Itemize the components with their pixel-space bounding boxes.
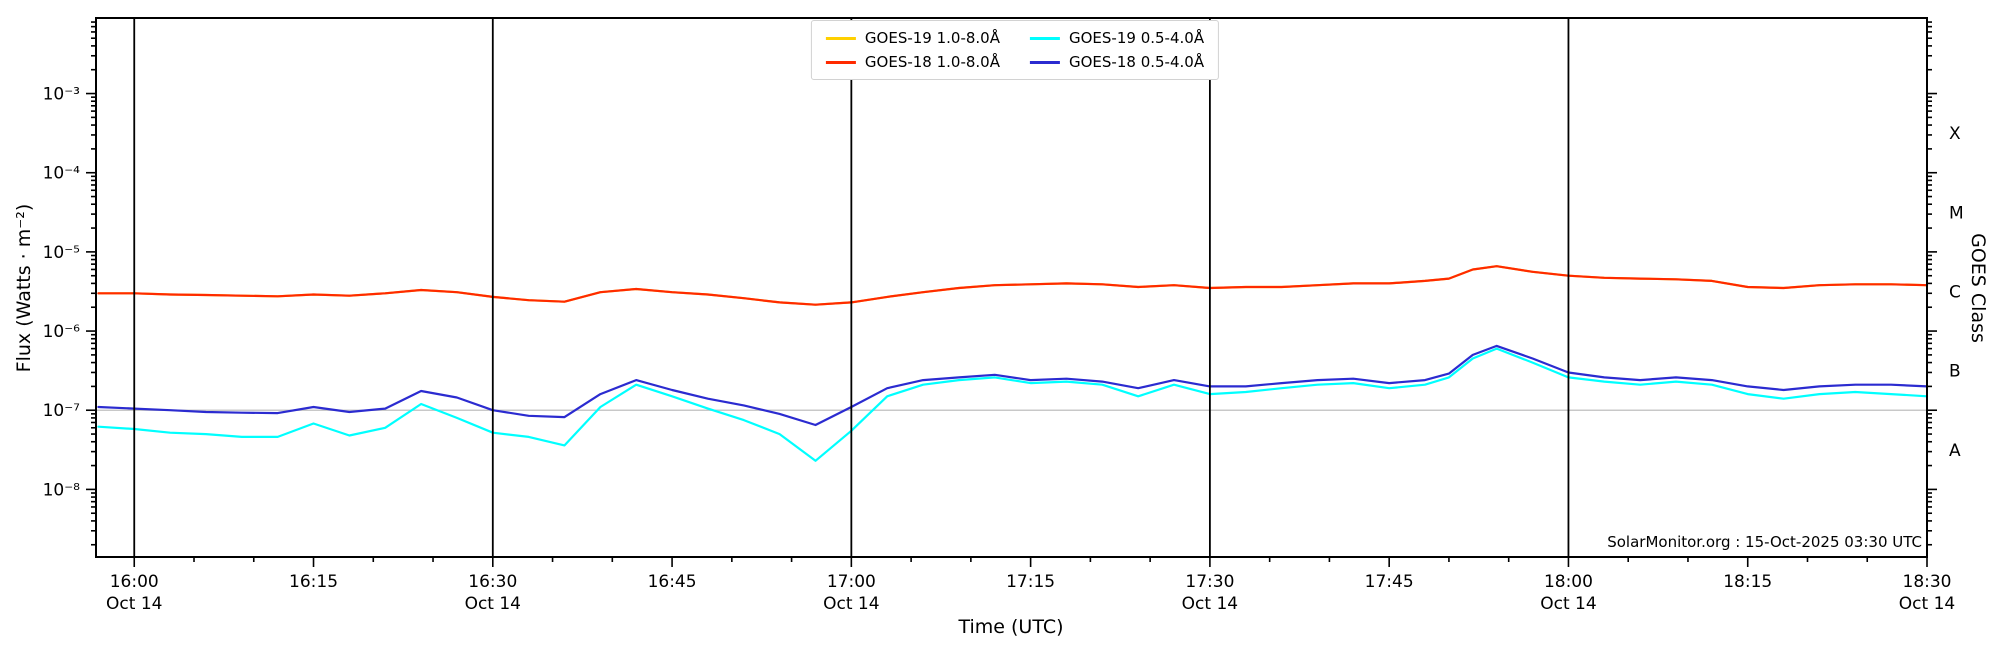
legend-label: GOES-19 0.5-4.0Å — [1069, 29, 1205, 47]
axes-frame — [95, 17, 1928, 558]
x-date-label: Oct 14 — [465, 594, 521, 614]
legend-label: GOES-18 0.5-4.0Å — [1069, 53, 1205, 71]
legend-line-swatch — [1030, 60, 1060, 64]
goes-class-letter-C: C — [1949, 282, 1961, 302]
goes-class-letter-X: X — [1949, 124, 1961, 144]
series-line-2 — [97, 347, 1929, 462]
x-tick-label: 17:30 — [1185, 572, 1234, 592]
x-date-label: Oct 14 — [106, 594, 162, 614]
legend: GOES-19 1.0-8.0Å GOES-18 1.0-8.0Å GOES-1… — [810, 20, 1220, 80]
x-date-label: Oct 14 — [823, 594, 879, 614]
solarmonitor-credit: SolarMonitor.org : 15-Oct-2025 03:30 UTC — [1607, 533, 1922, 551]
y-tick-label: 10⁻³ — [43, 85, 80, 105]
x-date-label: Oct 14 — [1182, 594, 1238, 614]
legend-label: GOES-18 1.0-8.0Å — [864, 53, 1000, 71]
right-axis-label: GOES Class — [1967, 233, 1989, 343]
legend-line-swatch — [1030, 36, 1060, 40]
goes-class-letter-A: A — [1949, 441, 1961, 461]
legend-line-swatch — [825, 60, 856, 64]
goes-class-letter-M: M — [1949, 203, 1964, 223]
x-tick-label: 18:00 — [1544, 572, 1593, 592]
goes-class-letter-B: B — [1949, 362, 1961, 382]
x-tick-label: 16:15 — [289, 572, 338, 592]
series-line-1 — [97, 265, 1929, 306]
x-date-label: Oct 14 — [1540, 594, 1596, 614]
x-tick-label: 17:15 — [1006, 572, 1055, 592]
x-tick-label: 16:30 — [468, 572, 517, 592]
series-line-3 — [97, 344, 1929, 427]
x-tick-label: 18:15 — [1723, 572, 1772, 592]
y-axis-label: Flux (Watts · m⁻²) — [13, 203, 35, 373]
legend-entry-goes18-long: GOES-18 1.0-8.0Å — [825, 53, 1000, 71]
x-date-label: Oct 14 — [1899, 594, 1955, 614]
legend-line-swatch — [825, 36, 856, 40]
y-tick-label: 10⁻⁵ — [43, 243, 80, 263]
x-tick-label: 17:00 — [827, 572, 876, 592]
legend-label: GOES-19 1.0-8.0Å — [864, 29, 1000, 47]
y-tick-label: 10⁻⁶ — [43, 322, 81, 342]
legend-entry-goes19-short: GOES-19 0.5-4.0Å — [1030, 29, 1204, 47]
x-tick-label: 16:45 — [648, 572, 697, 592]
legend-entry-goes18-short: GOES-18 0.5-4.0Å — [1030, 53, 1204, 71]
x-axis-label: Time (UTC) — [958, 616, 1064, 638]
x-tick-label: 17:45 — [1365, 572, 1414, 592]
y-tick-label: 10⁻⁴ — [43, 164, 81, 184]
x-tick-label: 16:00 — [110, 572, 159, 592]
y-tick-label: 10⁻⁷ — [43, 401, 81, 421]
y-tick-label: 10⁻⁸ — [43, 480, 81, 500]
x-tick-label: 18:30 — [1903, 572, 1952, 592]
legend-entry-goes19-long: GOES-19 1.0-8.0Å — [825, 29, 1000, 47]
